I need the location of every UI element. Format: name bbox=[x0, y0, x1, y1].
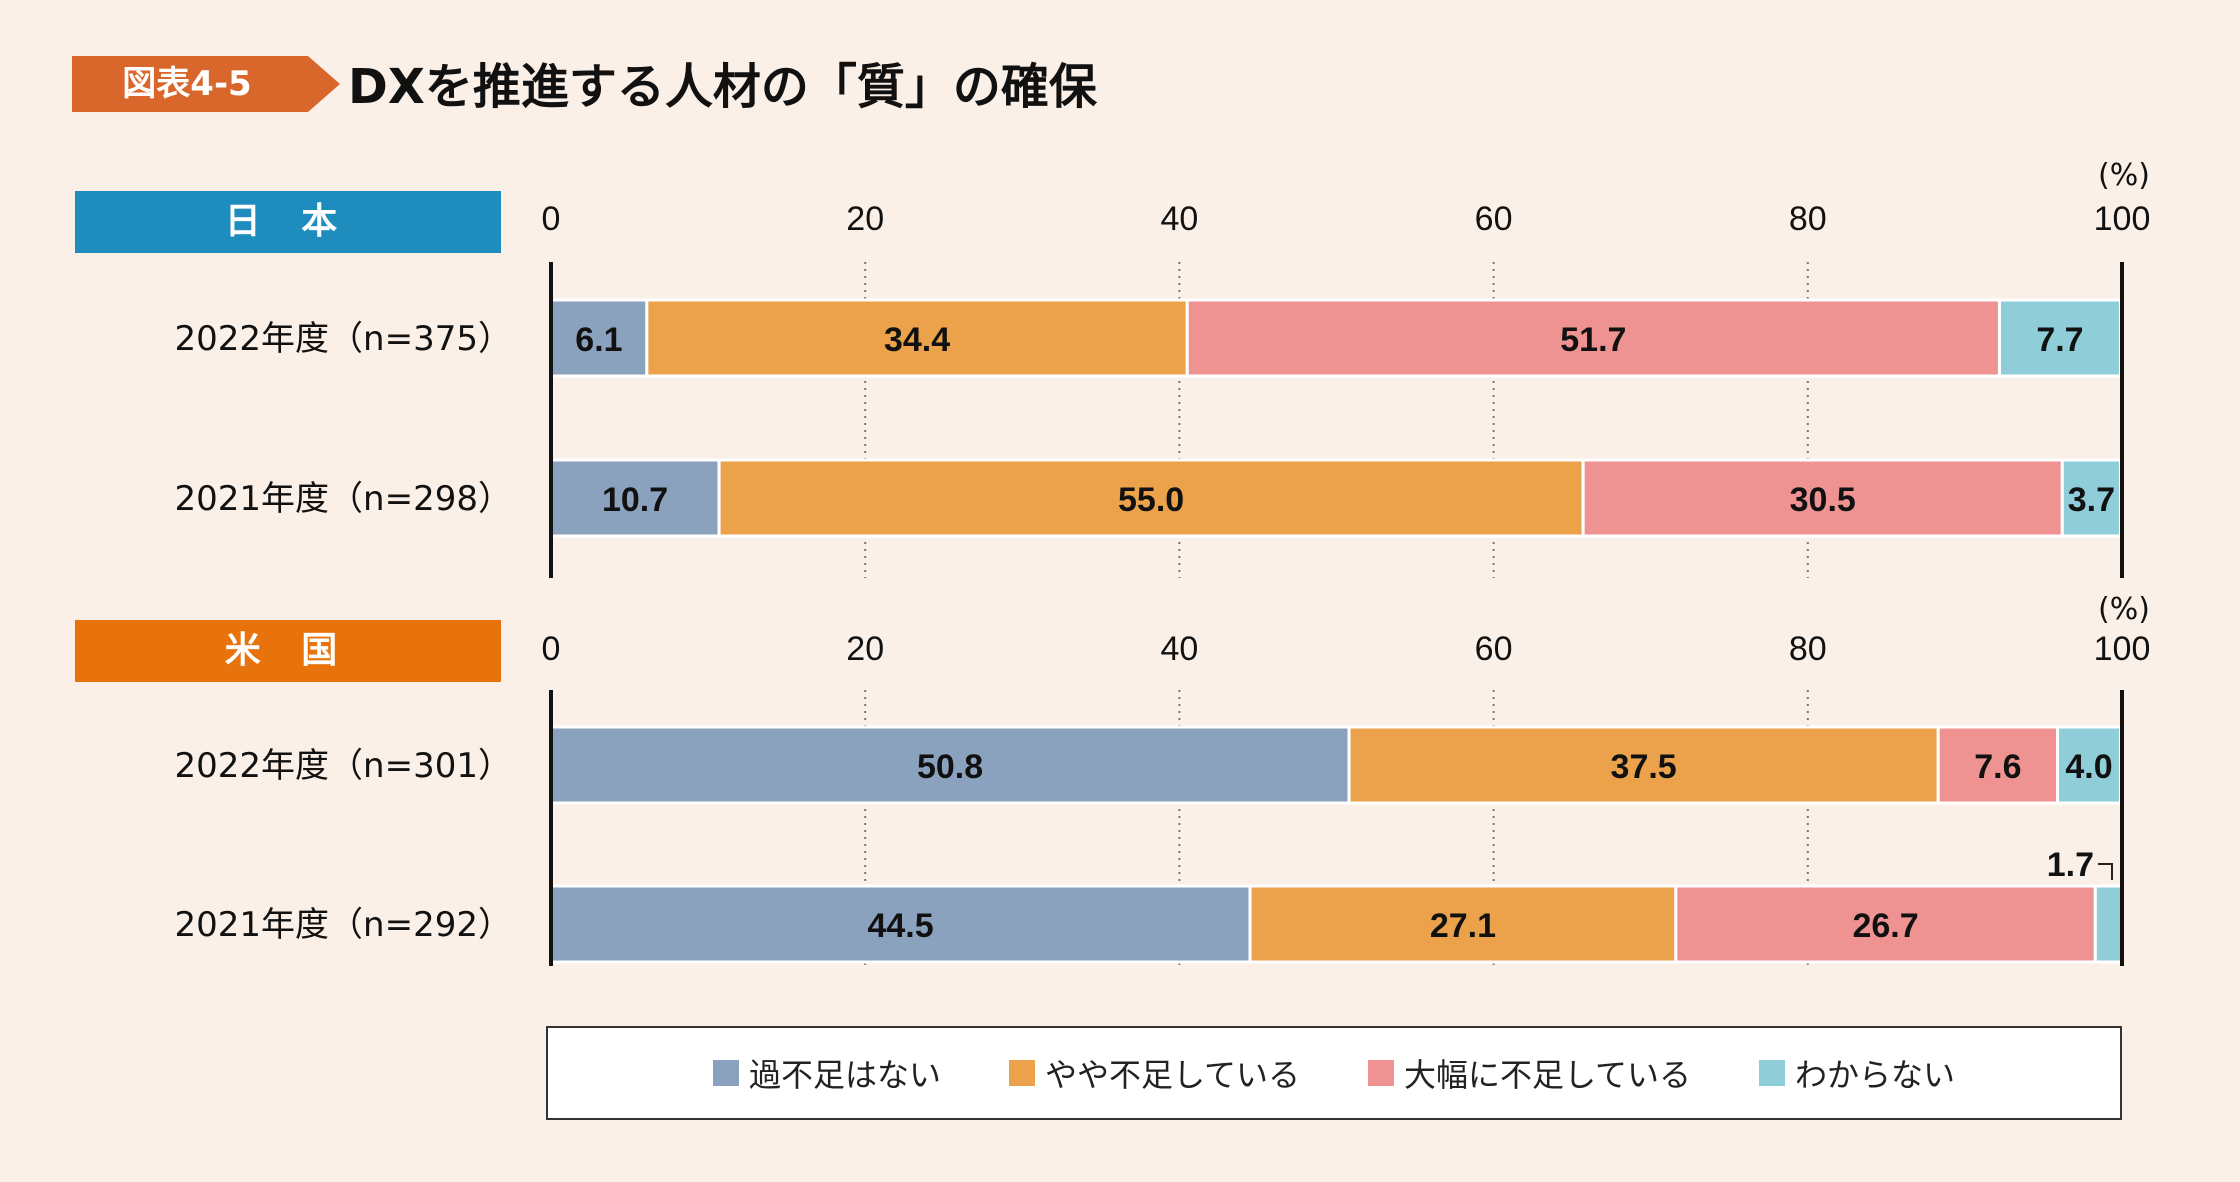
category-label: 2021年度（n=292） bbox=[175, 905, 512, 945]
data-label: 44.5 bbox=[867, 907, 933, 945]
legend-item: わからない bbox=[1759, 1050, 1955, 1096]
figure-label: 図表4-5 bbox=[72, 56, 340, 112]
x-tick-label: 100 bbox=[2094, 200, 2151, 238]
data-label: 26.7 bbox=[1852, 907, 1918, 945]
legend-label: わからない bbox=[1795, 1056, 1956, 1094]
x-tick-label: 80 bbox=[1789, 200, 1827, 238]
data-label: 6.1 bbox=[575, 321, 622, 359]
data-label: 30.5 bbox=[1790, 481, 1856, 519]
x-tick-label: 40 bbox=[1160, 200, 1198, 238]
data-label: 27.1 bbox=[1430, 907, 1496, 945]
category-label: 2021年度（n=298） bbox=[175, 479, 512, 519]
data-label: 34.4 bbox=[884, 321, 950, 359]
bar-segment bbox=[1936, 725, 2060, 805]
legend-label: 大幅に不足している bbox=[1404, 1056, 1692, 1094]
bar-segment bbox=[1997, 298, 2122, 378]
data-label: 4.0 bbox=[2065, 748, 2112, 786]
bar-segment bbox=[2056, 725, 2122, 805]
bar-segment bbox=[1674, 884, 2097, 964]
unit-label: (%) bbox=[2098, 592, 2150, 627]
legend-swatch bbox=[1368, 1060, 1394, 1086]
legend-item: 過不足はない bbox=[712, 1050, 941, 1096]
x-tick-label: 60 bbox=[1475, 630, 1513, 668]
legend-item: やや不足している bbox=[1008, 1050, 1300, 1096]
bar-segment bbox=[1581, 458, 2064, 538]
x-tick-label: 100 bbox=[2094, 630, 2151, 668]
bar-segment bbox=[1185, 298, 2001, 378]
legend-item: 大幅に不足している bbox=[1368, 1050, 1691, 1096]
x-tick-label: 40 bbox=[1160, 630, 1198, 668]
x-tick-label: 0 bbox=[542, 630, 561, 668]
figure-label-text: 図表4-5 bbox=[122, 64, 252, 104]
bar-segment bbox=[549, 458, 721, 538]
data-label: 10.7 bbox=[602, 481, 668, 519]
legend-swatch bbox=[712, 1060, 739, 1086]
page-title: DXを推進する人材の「質」の確保 bbox=[348, 59, 1097, 115]
section-tag-us: 米 国 bbox=[75, 620, 501, 682]
data-label: 7.7 bbox=[2036, 321, 2083, 359]
data-label: 50.8 bbox=[917, 748, 983, 786]
x-tick-label: 60 bbox=[1475, 200, 1513, 238]
figure-label-badge bbox=[72, 56, 340, 112]
bar-segment bbox=[2093, 884, 2124, 964]
legend-swatch bbox=[1759, 1060, 1786, 1086]
x-tick-label: 20 bbox=[846, 630, 884, 668]
data-label: 1.7 bbox=[2047, 846, 2094, 884]
leader-line bbox=[2098, 863, 2113, 880]
legend-label: やや不足している bbox=[1044, 1056, 1300, 1094]
data-label: 3.7 bbox=[2068, 481, 2115, 519]
category-label: 2022年度（n=301） bbox=[175, 746, 512, 786]
data-label: 7.6 bbox=[1974, 748, 2021, 786]
legend-swatch bbox=[1008, 1060, 1035, 1086]
legend-label: 過不足はない bbox=[748, 1056, 941, 1094]
bar-segment bbox=[1248, 884, 1678, 964]
data-label: 51.7 bbox=[1560, 321, 1626, 359]
category-label: 2022年度（n=375） bbox=[175, 319, 512, 359]
bar-segment bbox=[549, 725, 1351, 805]
x-tick-label: 80 bbox=[1789, 630, 1827, 668]
data-label: 55.0 bbox=[1118, 481, 1184, 519]
data-label: 37.5 bbox=[1611, 748, 1677, 786]
x-tick-label: 0 bbox=[542, 200, 561, 238]
unit-label: (%) bbox=[2098, 158, 2150, 193]
legend: 過不足はない やや不足している 大幅に不足している わからない bbox=[546, 1026, 2122, 1120]
bar-segment bbox=[645, 298, 1189, 378]
section-tag-japan: 日 本 bbox=[75, 191, 501, 253]
x-tick-label: 20 bbox=[846, 200, 884, 238]
